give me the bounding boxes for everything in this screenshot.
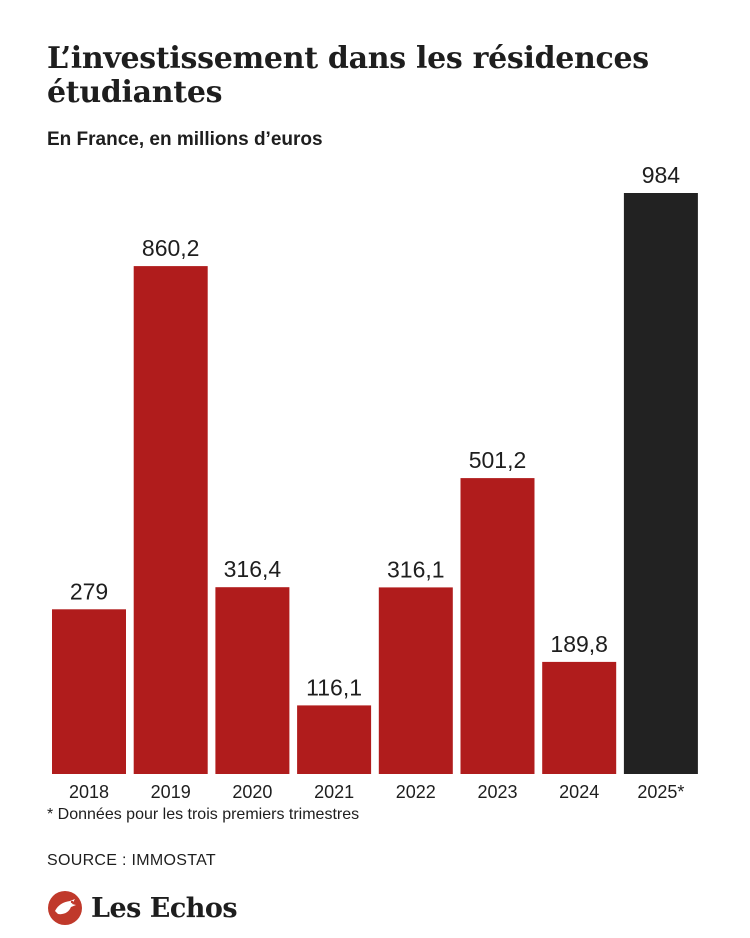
bar-2020 [215,587,290,774]
category-label: 2021 [314,782,354,800]
category-label: 2024 [559,782,599,800]
les-echos-logo-icon [48,891,82,925]
bar-chart: 279 2018 860,2 2019 316,4 2020 116,1 2021 316,1 2… [52,162,698,800]
category-label: 2018 [69,782,109,800]
category-label: 2022 [396,782,436,800]
bar-2024 [542,661,617,774]
source-note: SOURCE : IMMOSTAT [47,852,216,869]
bar-2022 [378,587,453,774]
category-label: 2020 [232,782,272,800]
bar-2019 [133,266,208,774]
value-label: 189,8 [550,631,608,657]
value-label: 501,2 [469,447,527,473]
category-label: 2025* [637,782,684,800]
value-label: 316,1 [387,556,445,582]
value-label: 316,4 [224,556,282,582]
category-label: 2019 [151,782,191,800]
les-echos-logo: Les Echos [47,888,238,928]
value-label: 116,1 [306,674,362,700]
bar-2025 [623,193,698,774]
footnote: * Données pour les trois premiers trimes… [47,806,360,823]
value-label: 279 [70,578,108,604]
bar-2021 [297,705,372,774]
chart-title: L’investissement dans les résidences étu… [47,41,649,110]
category-label: 2023 [477,782,517,800]
bar-2018 [52,609,126,774]
logo-text: Les Echos [91,892,238,924]
bar-2023 [460,478,535,774]
value-label: 860,2 [142,235,200,261]
chart-subtitle: En France, en millions d’euros [47,129,323,150]
value-label: 984 [642,162,681,188]
